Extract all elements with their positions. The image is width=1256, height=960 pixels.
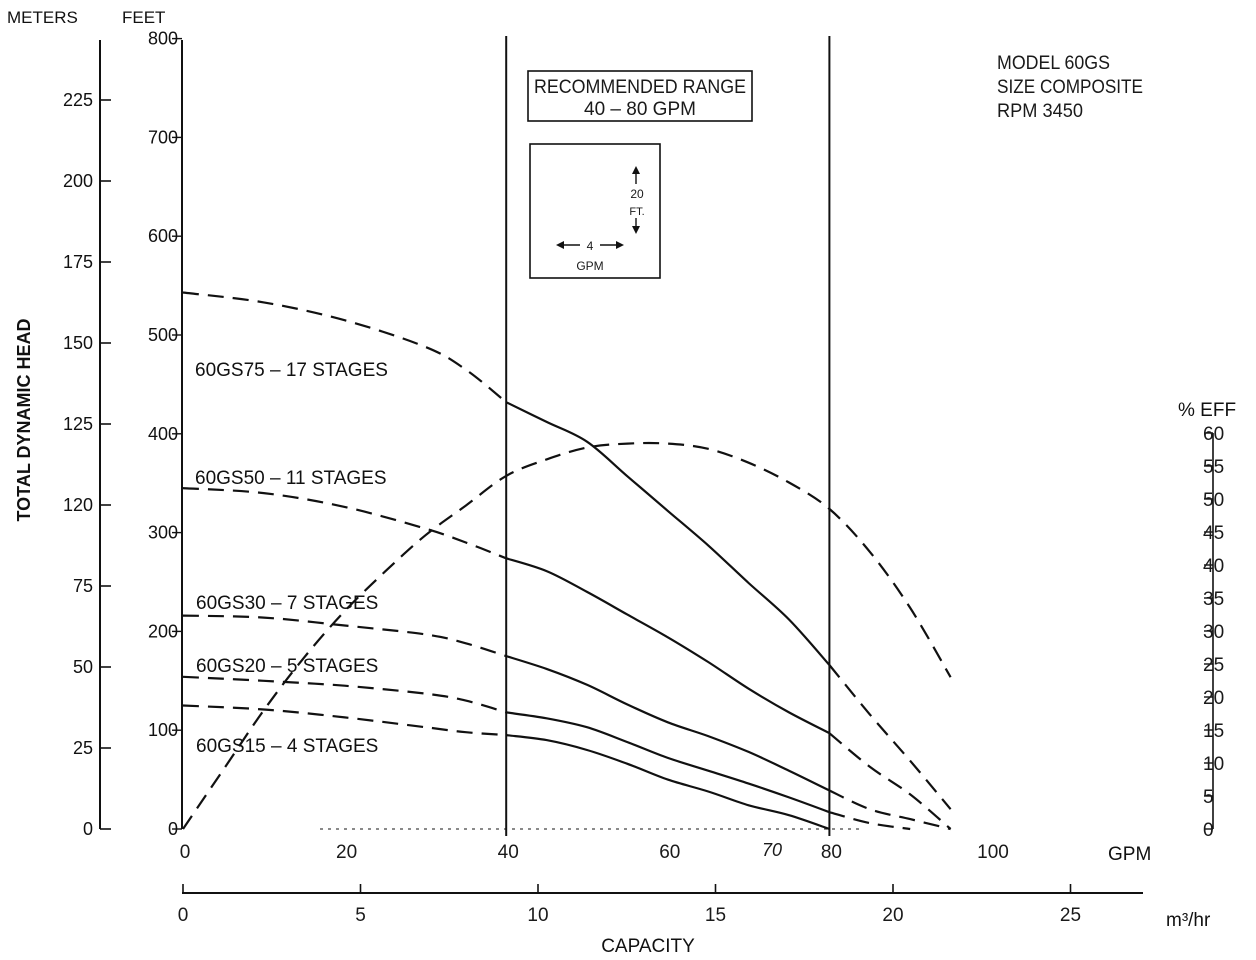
m3hr-tick-label: 20: [882, 905, 903, 926]
head-curve-in-range: [505, 401, 831, 666]
feet-tick-label: 500: [148, 325, 178, 345]
head-curve-in-range: [505, 655, 830, 792]
efficiency-tick-label: 60: [1203, 424, 1224, 445]
efficiency-tick-label: 30: [1203, 622, 1224, 643]
recommended-range-box: [527, 70, 753, 122]
head-curve-outside-range: [182, 614, 507, 658]
gpm-tick-label: 60: [659, 842, 680, 863]
meters-tick-label: 120: [63, 495, 93, 515]
head-curve-in-range: [505, 557, 830, 735]
efficiency-tick-label: 10: [1203, 754, 1224, 775]
head-curve-outside-range: [182, 291, 507, 404]
model-info-line-2: SIZE COMPOSITE: [997, 77, 1143, 98]
feet-tick-label: 0: [168, 819, 178, 839]
scale-key-vertical-value: 20: [630, 187, 644, 201]
meters-tick-label: 150: [63, 333, 93, 353]
head-curve-in-range: [506, 734, 830, 831]
feet-ticks: 0 100 200 300 400 500 600 700 800: [148, 29, 182, 839]
scale-key: 20 FT. 4 GPM: [529, 143, 661, 279]
scale-key-horizontal-unit: GPM: [576, 259, 603, 273]
feet-tick-label: 400: [148, 424, 178, 444]
gpm-ticks: 0 20 40 60 80 100: [180, 842, 1009, 863]
meters-ticks: 0 25 50 75 120 125 150 175 200 225: [63, 90, 111, 839]
efficiency-tick-label: 55: [1203, 457, 1224, 478]
m3hr-unit-label: m³/hr: [1166, 910, 1211, 931]
head-curve-outside-range: [182, 675, 507, 714]
meters-tick-label: 175: [63, 252, 93, 272]
head-curve-outside-range: [182, 704, 507, 737]
scale-key-vertical-unit: FT.: [629, 206, 644, 218]
series-label-60gs15: 60GS15 – 4 STAGES: [196, 736, 378, 757]
series-label-60gs50: 60GS50 – 11 STAGES: [195, 468, 387, 489]
meters-tick-label: 225: [63, 90, 93, 110]
model-info-line-1: MODEL 60GS: [997, 53, 1110, 74]
model-info-line-3: RPM 3450: [997, 101, 1083, 122]
efficiency-tick-label: 50: [1203, 490, 1224, 511]
feet-tick-label: 700: [148, 127, 178, 147]
feet-tick-label: 300: [148, 523, 178, 543]
gpm-tick-label: 0: [180, 842, 191, 863]
meters-axis-title: METERS: [7, 8, 78, 27]
handwritten-mark: 70: [762, 840, 782, 860]
recommended-range-title: RECOMMENDED RANGE: [534, 77, 746, 98]
m3hr-tick-label: 10: [527, 905, 548, 926]
m3hr-tick-label: 15: [705, 905, 726, 926]
head-curve-outside-range: [182, 487, 507, 560]
gpm-tick-label: 80: [821, 842, 842, 863]
m3hr-tick-label: 0: [178, 905, 189, 926]
scale-key-horizontal-value: 4: [587, 239, 594, 253]
pump-curves: [182, 291, 952, 831]
head-curve-outside-range: [828, 789, 951, 831]
gpm-unit-label: GPM: [1108, 844, 1151, 865]
efficiency-curve: [182, 441, 952, 830]
capacity-axis-title: CAPACITY: [601, 936, 695, 957]
efficiency-tick-label: 45: [1203, 523, 1224, 544]
feet-tick-label: 200: [148, 621, 178, 641]
meters-tick-label: 50: [73, 657, 93, 677]
meters-tick-label: 0: [83, 819, 93, 839]
head-curve-in-range: [506, 711, 830, 814]
efficiency-tick-label: 40: [1203, 556, 1224, 577]
meters-tick-label: 125: [63, 414, 93, 434]
head-curve-outside-range: [829, 811, 911, 831]
efficiency-tick-label: 5: [1203, 787, 1214, 808]
efficiency-tick-label: 25: [1203, 655, 1224, 676]
recommended-range-gpm: 40 – 80 GPM: [584, 99, 696, 120]
m3hr-tick-label: 25: [1060, 905, 1081, 926]
efficiency-ticks: 0 5 10 15 20 25 30 35 40 45 50 55 60: [1203, 424, 1224, 841]
gpm-tick-label: 100: [977, 842, 1009, 863]
head-curve-outside-range: [828, 732, 952, 830]
efficiency-axis-title: % EFF: [1178, 400, 1236, 421]
total-dynamic-head-label: TOTAL DYNAMIC HEAD: [14, 318, 34, 521]
efficiency-tick-label: 0: [1203, 820, 1214, 841]
efficiency-tick-label: 35: [1203, 589, 1224, 610]
meters-tick-label: 75: [73, 576, 93, 596]
feet-axis-title: FEET: [122, 8, 165, 27]
m3hr-ticks: 0 5 10 15 20 25: [178, 884, 1081, 926]
head-curve-outside-range: [828, 664, 952, 810]
feet-tick-label: 800: [148, 29, 178, 49]
meters-tick-label: 200: [63, 171, 93, 191]
efficiency-tick-label: 20: [1203, 688, 1224, 709]
gpm-tick-label: 40: [498, 842, 519, 863]
feet-tick-label: 100: [148, 720, 178, 740]
series-label-60gs30: 60GS30 – 7 STAGES: [196, 593, 378, 614]
series-label-60gs75: 60GS75 – 17 STAGES: [195, 360, 388, 381]
series-label-60gs20: 60GS20 – 5 STAGES: [196, 656, 378, 677]
meters-tick-label: 25: [73, 738, 93, 758]
feet-tick-label: 600: [148, 226, 178, 246]
efficiency-tick-label: 15: [1203, 721, 1224, 742]
m3hr-tick-label: 5: [355, 905, 366, 926]
gpm-tick-label: 20: [336, 842, 357, 863]
